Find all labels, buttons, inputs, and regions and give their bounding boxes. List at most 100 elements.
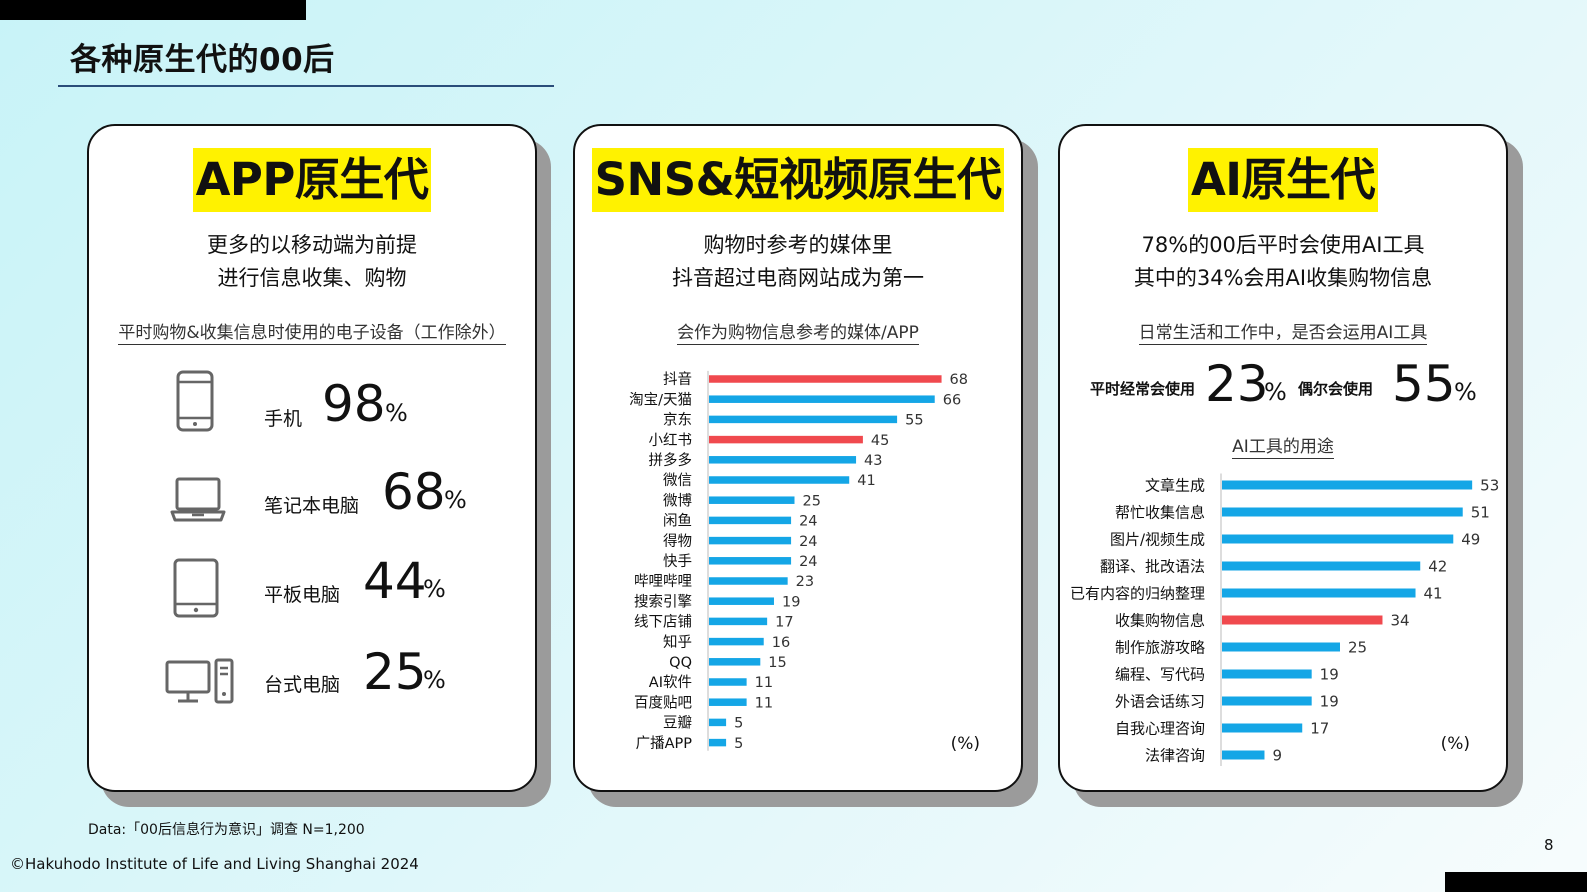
category-label: 广播APP xyxy=(636,735,693,752)
category-label: 自我心理咨询 xyxy=(1115,719,1205,737)
value-label: 5 xyxy=(734,716,743,732)
data-source-note: Data:「00后信息行为意识」调查 N=1,200 xyxy=(88,822,365,838)
value-label: 43 xyxy=(864,453,882,469)
ai-use-bar-chart: 文章生成 53 帮忙收集信息 51 图片/视频生成 49 翻译、批改语法 42 已有内容的归纳整… xyxy=(1070,473,1499,766)
value-label: 41 xyxy=(1424,584,1443,602)
value-label: 25 xyxy=(1348,638,1367,656)
value-label: 17 xyxy=(775,615,793,631)
category-label: 制作旅游攻略 xyxy=(1115,638,1205,656)
category-label: 豆瓣 xyxy=(663,715,692,732)
bar xyxy=(1222,507,1463,517)
category-label: 知乎 xyxy=(663,634,692,651)
bar xyxy=(709,597,774,605)
value-label: 23 xyxy=(796,574,814,590)
bar xyxy=(709,435,863,444)
subtitle-line-1: 78%的00后平时会使用AI工具 xyxy=(1141,233,1425,257)
bottom-corner-bar xyxy=(1445,872,1587,892)
category-label: 帮忙收集信息 xyxy=(1115,503,1205,521)
chart-label: AI工具的用途 xyxy=(1060,432,1506,459)
device-value-desktop: 25 xyxy=(363,643,427,701)
section-label-text: 平时购物&收集信息时使用的电子设备（工作除外） xyxy=(118,323,506,345)
value-label: 24 xyxy=(799,534,817,550)
card-title: AI原生代 xyxy=(1060,148,1506,212)
card-subtitle: 购物时参考的媒体里 抖音超过电商网站成为第一 xyxy=(575,229,1021,295)
bar xyxy=(709,456,857,464)
percent-sign: % xyxy=(1454,378,1477,406)
bar xyxy=(709,678,747,686)
page-title: 各种原生代的00后 xyxy=(70,42,335,78)
copyright: ©Hakuhodo Institute of Life and Living S… xyxy=(10,855,419,873)
sns-video-native-card: SNS&短视频原生代 购物时参考的媒体里 抖音超过电商网站成为第一 会作为购物信… xyxy=(573,124,1023,792)
top-corner-bar xyxy=(0,0,306,20)
category-label: 外语会话练习 xyxy=(1115,692,1205,710)
title-underline xyxy=(58,85,554,87)
card-subtitle: 78%的00后平时会使用AI工具 其中的34%会用AI收集购物信息 xyxy=(1060,229,1506,295)
subtitle-line-2: 其中的34%会用AI收集购物信息 xyxy=(1133,266,1433,290)
value-label: 55 xyxy=(905,413,923,429)
section-label: 会作为购物信息参考的媒体/APP xyxy=(575,318,1021,345)
category-label: 已有内容的归纳整理 xyxy=(1070,584,1205,602)
bar xyxy=(709,617,768,626)
category-label: 法律咨询 xyxy=(1145,746,1205,764)
section-label: 平时购物&收集信息时使用的电子设备（工作除外） xyxy=(89,318,535,345)
category-label: 搜索引擎 xyxy=(634,593,692,610)
ai-native-card: AI原生代 78%的00后平时会使用AI工具 其中的34%会用AI收集购物信息 … xyxy=(1058,124,1508,792)
category-label: 拼多多 xyxy=(649,452,693,469)
value-label: 41 xyxy=(857,473,875,489)
category-label: AI软件 xyxy=(649,674,692,691)
category-label: 京东 xyxy=(663,412,692,429)
bar xyxy=(1222,534,1454,544)
smartphone-icon xyxy=(176,370,214,432)
device-label-tablet: 平板电脑 xyxy=(264,584,341,606)
occasional-use-value: 55 xyxy=(1392,355,1456,413)
percent-sign: % xyxy=(1264,378,1287,406)
card-title-text: SNS&短视频原生代 xyxy=(591,148,1005,212)
unit-label: (%) xyxy=(951,734,980,754)
device-label-phone: 手机 xyxy=(264,408,303,430)
category-label: 哔哩哔哩 xyxy=(634,573,692,590)
frequent-use-label: 平时经常会使用 xyxy=(1090,380,1196,398)
category-label: 图片/视频生成 xyxy=(1110,530,1205,548)
laptop-icon xyxy=(170,477,226,522)
category-label: 抖音 xyxy=(663,371,692,388)
bar xyxy=(709,738,727,747)
card-title: SNS&短视频原生代 xyxy=(575,148,1021,212)
value-label: 42 xyxy=(1428,557,1447,575)
card-title-text: AI原生代 xyxy=(1187,148,1379,212)
subtitle-line-1: 更多的以移动端为前提 xyxy=(207,233,417,257)
value-label: 25 xyxy=(803,493,821,509)
desktop-icon xyxy=(165,658,234,704)
bar xyxy=(709,718,727,727)
value-label: 19 xyxy=(1320,692,1339,710)
bar xyxy=(709,375,942,383)
page-number: 8 xyxy=(1544,836,1554,854)
category-label: 翻译、批改语法 xyxy=(1100,557,1205,575)
percent-sign: % xyxy=(444,486,467,514)
category-label: 淘宝/天猫 xyxy=(629,391,692,408)
value-label: 68 xyxy=(950,372,968,388)
bar xyxy=(1222,561,1421,571)
bar xyxy=(1222,750,1265,760)
value-label: 11 xyxy=(755,695,773,711)
subtitle-line-2: 进行信息收集、购物 xyxy=(217,266,407,290)
bar xyxy=(1222,588,1416,598)
value-label: 34 xyxy=(1390,611,1409,629)
device-value-tablet: 44 xyxy=(363,552,427,610)
category-label: 闲鱼 xyxy=(663,512,692,530)
bar xyxy=(709,516,792,525)
value-label: 17 xyxy=(1310,719,1329,737)
bar xyxy=(709,698,747,706)
value-label: 49 xyxy=(1461,530,1480,548)
category-label: QQ xyxy=(669,655,692,671)
value-label: 15 xyxy=(768,655,786,671)
bar xyxy=(709,496,795,504)
bar xyxy=(709,415,898,424)
card-title: APP原生代 xyxy=(89,148,535,212)
section-label-text: 会作为购物信息参考的媒体/APP xyxy=(677,323,919,345)
bar xyxy=(709,557,792,565)
bar xyxy=(1222,723,1303,733)
bar xyxy=(709,536,792,545)
value-label: 45 xyxy=(871,433,889,449)
percent-sign: % xyxy=(423,575,446,603)
